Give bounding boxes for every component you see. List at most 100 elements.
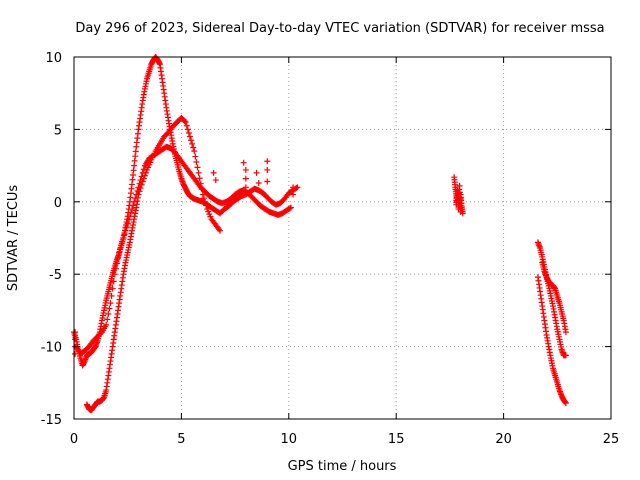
data-point <box>203 202 210 209</box>
data-point <box>202 198 209 205</box>
data-point <box>134 187 141 194</box>
data-point <box>135 184 142 191</box>
y-tick-label: -15 <box>41 413 62 428</box>
x-tick-label: 5 <box>177 432 185 447</box>
data-point <box>242 184 249 191</box>
data-point <box>130 202 137 209</box>
data-points <box>71 54 569 414</box>
y-tick-labels: -15 -10 -5 0 5 10 <box>41 51 62 428</box>
data-point <box>133 191 140 198</box>
data-point <box>212 177 219 184</box>
data-point <box>124 220 131 227</box>
x-tick-label: 25 <box>603 432 620 447</box>
data-point <box>200 195 207 202</box>
data-point <box>189 140 196 147</box>
data-point <box>115 254 122 261</box>
data-point <box>126 213 133 220</box>
data-point <box>195 169 202 176</box>
data-point <box>242 175 249 182</box>
data-point <box>72 336 79 343</box>
data-point <box>136 180 143 187</box>
x-tick-label: 20 <box>495 432 512 447</box>
data-point <box>119 238 126 245</box>
grid-lines <box>74 57 611 419</box>
data-point <box>103 321 110 328</box>
data-point <box>140 166 147 173</box>
data-point <box>108 292 115 299</box>
data-point <box>138 173 145 180</box>
data-point <box>286 205 293 212</box>
x-tick-labels: 0 5 10 15 20 25 <box>70 432 619 447</box>
data-point <box>287 204 294 211</box>
data-point <box>562 352 569 359</box>
data-point <box>459 210 466 217</box>
data-point <box>182 119 189 126</box>
series-spikes <box>210 158 297 198</box>
data-point <box>127 209 134 216</box>
data-point <box>562 329 569 336</box>
data-point <box>110 278 117 285</box>
data-point <box>125 216 132 223</box>
data-point <box>293 185 300 192</box>
data-point <box>183 122 190 129</box>
data-point <box>186 133 193 140</box>
data-point <box>184 126 191 133</box>
data-point <box>113 260 120 267</box>
data-point <box>109 285 116 292</box>
y-tick-label: -10 <box>41 341 62 356</box>
data-point <box>123 224 130 231</box>
data-point <box>210 169 217 176</box>
data-point <box>264 178 271 185</box>
data-point <box>122 227 129 234</box>
x-tick-label: 15 <box>388 432 405 447</box>
series-segment-18h <box>451 174 466 217</box>
y-tick-label: 10 <box>45 51 62 66</box>
data-point <box>111 271 118 278</box>
data-point <box>191 148 198 155</box>
data-point <box>112 265 119 272</box>
data-point <box>132 195 139 202</box>
data-point <box>107 300 114 307</box>
data-point <box>255 179 262 186</box>
data-point <box>194 164 201 171</box>
data-point <box>192 153 199 160</box>
data-point <box>72 329 79 336</box>
series-segment-22h-b <box>534 274 569 407</box>
data-point <box>72 350 79 357</box>
data-point <box>120 235 127 241</box>
data-point <box>118 242 125 249</box>
data-point <box>139 169 146 176</box>
data-point <box>106 305 113 312</box>
data-point <box>562 400 569 407</box>
series-segment-22h-c <box>539 259 569 336</box>
data-point <box>290 191 297 198</box>
y-tick-label: 0 <box>54 196 62 211</box>
series-track-b <box>83 114 224 414</box>
data-point <box>290 184 297 191</box>
y-tick-label: 5 <box>54 123 62 138</box>
data-point <box>105 311 112 318</box>
data-point <box>253 169 260 176</box>
data-point <box>185 130 192 137</box>
y-tick-label: -5 <box>49 268 62 283</box>
axis-ticks <box>73 56 612 420</box>
data-point <box>188 137 195 144</box>
data-point <box>264 166 271 173</box>
data-point <box>242 166 249 173</box>
data-point <box>116 249 123 256</box>
chart-title: Day 296 of 2023, Sidereal Day-to-day VTE… <box>75 21 604 36</box>
plot-frame <box>73 56 612 420</box>
data-point <box>181 118 188 125</box>
data-point <box>104 316 111 323</box>
data-point <box>190 144 197 151</box>
data-point <box>240 159 247 166</box>
y-axis-title: SDTVAR / TECUs <box>6 185 21 292</box>
x-tick-label: 10 <box>281 432 298 447</box>
x-axis-title: GPS time / hours <box>288 459 397 474</box>
data-point <box>137 177 144 184</box>
x-tick-label: 0 <box>70 432 78 447</box>
data-point <box>121 231 128 238</box>
data-point <box>217 227 224 234</box>
data-point <box>131 198 138 205</box>
